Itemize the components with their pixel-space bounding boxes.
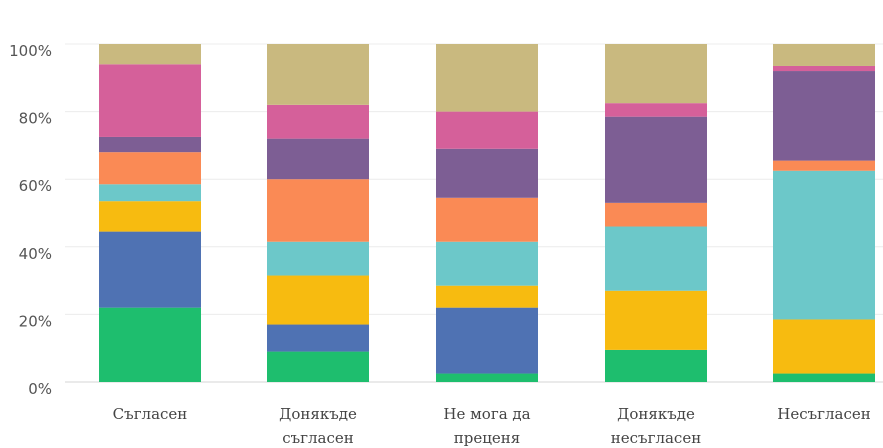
y-tick-label: 0% <box>28 380 52 398</box>
y-tick-label: 20% <box>19 312 52 330</box>
x-category-label: Донякъде <box>617 405 695 423</box>
bar-segment <box>605 116 707 203</box>
y-tick-label: 80% <box>19 110 52 128</box>
x-category-label: преценя <box>454 429 520 447</box>
x-category-label: несъгласен <box>611 429 701 447</box>
bar-segment <box>99 136 201 153</box>
y-tick-label: 40% <box>19 245 52 263</box>
bar-segment <box>436 44 538 112</box>
y-tick-label: 60% <box>19 177 52 195</box>
x-category-label: Донякъде <box>279 405 357 423</box>
bar-segment <box>267 241 369 276</box>
bar-segment <box>267 138 369 180</box>
bar-segment <box>99 201 201 232</box>
bar-segment <box>267 324 369 352</box>
bar-segment <box>436 197 538 242</box>
bar-segment <box>605 44 707 104</box>
bar-segment <box>267 104 369 139</box>
bar-segment <box>436 285 538 308</box>
x-category-label: Несъгласен <box>777 405 871 423</box>
bar-segment <box>99 44 201 65</box>
bar-segment <box>773 71 875 161</box>
bar-segment <box>267 44 369 105</box>
bar-segment <box>436 241 538 286</box>
bar-segment <box>99 307 201 382</box>
y-axis: 0% 20% 40% 60% 80% 100% <box>9 42 52 398</box>
bar-segment <box>773 319 875 374</box>
bar-segment <box>773 160 875 171</box>
bar-segment <box>773 170 875 320</box>
bar-segment <box>605 290 707 350</box>
x-category-label: Не мога да <box>443 405 530 423</box>
bar-segment <box>436 307 538 374</box>
x-axis: Съгласен Донякъде съгласен Не мога да прецен… <box>113 405 871 447</box>
bar-segment <box>773 44 875 66</box>
bar-segment <box>99 184 201 202</box>
bar-segment <box>99 152 201 185</box>
bar-segment <box>436 148 538 198</box>
bar-segment <box>605 349 707 382</box>
bar-segment <box>267 351 369 382</box>
bar-segment <box>436 373 538 382</box>
bar-segment <box>99 64 201 137</box>
bars <box>99 44 875 382</box>
bar-segment <box>605 226 707 291</box>
bar-segment <box>605 202 707 227</box>
bar-segment <box>773 65 875 72</box>
bar-segment <box>267 179 369 242</box>
bar-segment <box>99 231 201 308</box>
x-category-label: Съгласен <box>113 405 188 423</box>
y-tick-label: 100% <box>9 42 52 60</box>
bar-segment <box>773 373 875 382</box>
bar-segment <box>436 111 538 149</box>
bar-segment <box>605 103 707 117</box>
x-category-label: съгласен <box>282 429 354 447</box>
bar-segment <box>267 275 369 325</box>
